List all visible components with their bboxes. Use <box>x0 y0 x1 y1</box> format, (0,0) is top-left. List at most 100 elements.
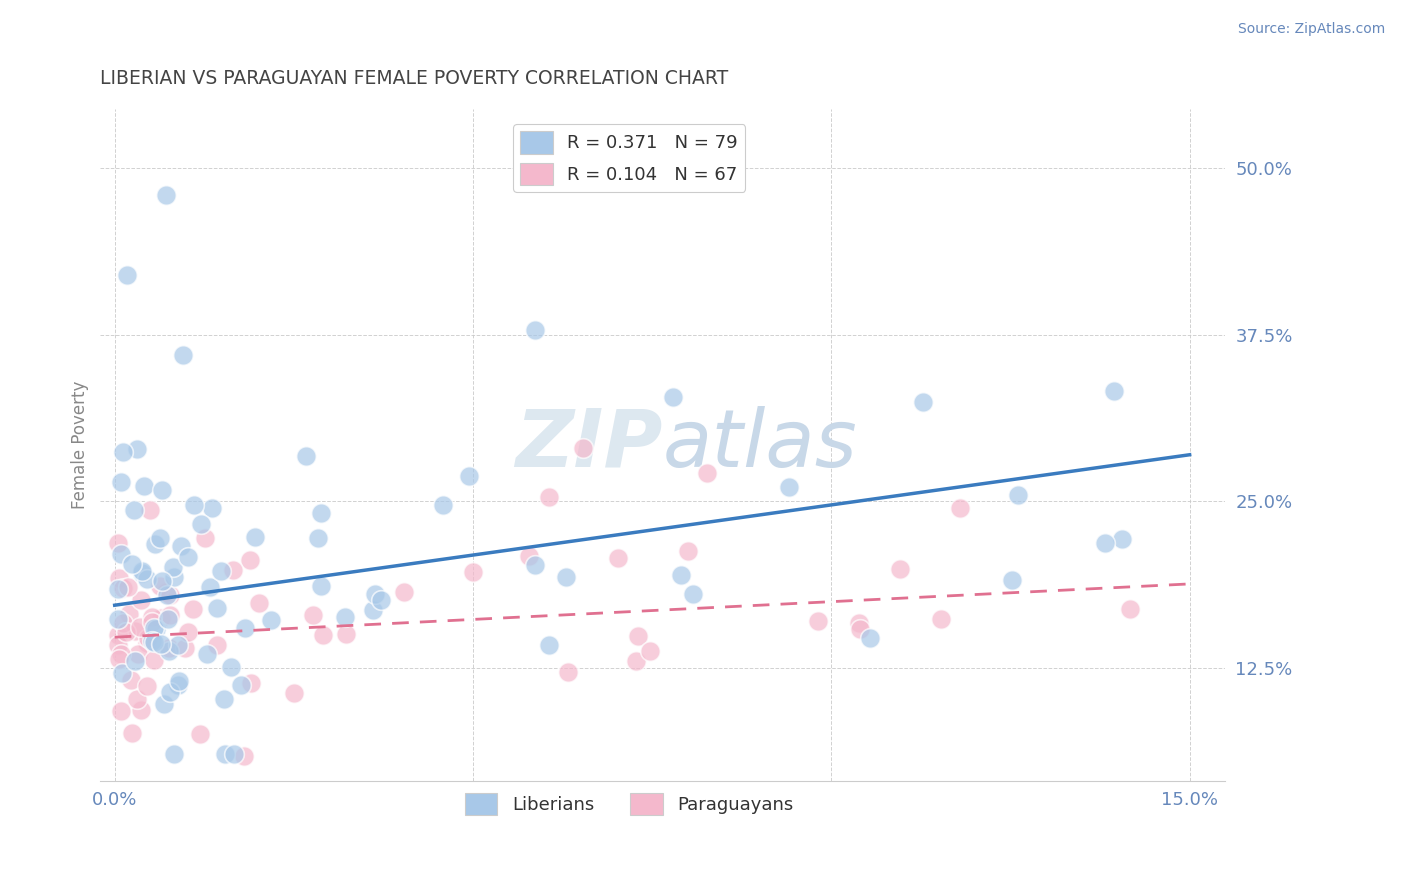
Point <box>110 547 132 561</box>
Point <box>682 587 704 601</box>
Point <box>136 631 159 645</box>
Point <box>221 563 243 577</box>
Point <box>120 673 142 687</box>
Point <box>190 516 212 531</box>
Point <box>233 748 256 763</box>
Point <box>132 479 155 493</box>
Point <box>222 747 245 762</box>
Point <box>949 501 972 516</box>
Point <box>108 651 131 665</box>
Point <box>107 582 129 596</box>
Point <box>107 638 129 652</box>
Point <box>557 665 579 679</box>
Point <box>153 697 176 711</box>
Point <box>302 607 325 622</box>
Text: atlas: atlas <box>662 406 858 483</box>
Point <box>807 614 830 628</box>
Text: ZIP: ZIP <box>516 406 662 483</box>
Point <box>110 665 132 680</box>
Point <box>177 625 200 640</box>
Point <box>661 390 683 404</box>
Point <box>219 660 242 674</box>
Point <box>110 475 132 489</box>
Point <box>188 727 211 741</box>
Point <box>107 536 129 550</box>
Point <box>607 550 630 565</box>
Point <box>149 611 172 625</box>
Point <box>111 615 134 630</box>
Point <box>889 562 911 576</box>
Point <box>127 648 149 662</box>
Point <box>121 557 143 571</box>
Point <box>1094 536 1116 550</box>
Point <box>139 503 162 517</box>
Point <box>212 692 235 706</box>
Point <box>141 615 163 630</box>
Point <box>233 621 256 635</box>
Point <box>167 638 190 652</box>
Point <box>148 578 170 592</box>
Point <box>260 614 283 628</box>
Y-axis label: Female Poverty: Female Poverty <box>72 381 89 509</box>
Point <box>167 674 190 689</box>
Point <box>571 441 593 455</box>
Point <box>307 532 329 546</box>
Point <box>156 612 179 626</box>
Point <box>124 624 146 638</box>
Point <box>848 616 870 631</box>
Point <box>135 636 157 650</box>
Point <box>283 686 305 700</box>
Point <box>333 609 356 624</box>
Point <box>167 678 190 692</box>
Point <box>157 640 180 655</box>
Point <box>129 703 152 717</box>
Point <box>309 506 332 520</box>
Point <box>129 592 152 607</box>
Point <box>163 569 186 583</box>
Point <box>111 444 134 458</box>
Point <box>124 503 146 517</box>
Point <box>1102 384 1125 399</box>
Point <box>229 678 252 692</box>
Point <box>162 559 184 574</box>
Point <box>155 188 177 202</box>
Legend: Liberians, Paraguayans: Liberians, Paraguayans <box>458 786 800 822</box>
Point <box>131 566 153 581</box>
Point <box>170 539 193 553</box>
Point <box>1119 602 1142 616</box>
Point <box>247 596 270 610</box>
Point <box>115 268 138 282</box>
Point <box>157 644 180 658</box>
Point <box>361 603 384 617</box>
Point <box>194 531 217 545</box>
Point <box>110 704 132 718</box>
Point <box>457 469 479 483</box>
Point <box>124 654 146 668</box>
Point <box>163 747 186 762</box>
Point <box>638 644 661 658</box>
Point <box>107 612 129 626</box>
Point <box>243 530 266 544</box>
Point <box>114 624 136 639</box>
Point <box>107 628 129 642</box>
Point <box>155 585 177 599</box>
Point <box>117 580 139 594</box>
Point <box>159 684 181 698</box>
Point <box>149 532 172 546</box>
Point <box>519 549 541 563</box>
Point <box>311 579 333 593</box>
Point <box>627 629 650 643</box>
Point <box>121 726 143 740</box>
Point <box>778 480 800 494</box>
Point <box>198 580 221 594</box>
Point <box>432 498 454 512</box>
Point <box>159 589 181 603</box>
Point <box>110 647 132 661</box>
Point <box>136 572 159 586</box>
Point <box>201 501 224 516</box>
Point <box>136 679 159 693</box>
Point <box>554 570 576 584</box>
Point <box>523 558 546 572</box>
Point <box>112 581 135 595</box>
Point <box>142 653 165 667</box>
